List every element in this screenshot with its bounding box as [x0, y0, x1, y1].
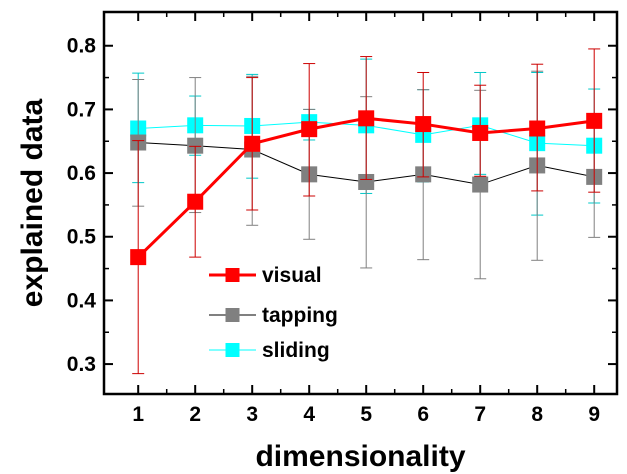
y-tick-label: 0.8	[67, 35, 97, 58]
legend-marker-sliding	[225, 343, 240, 357]
x-tick-label: 5	[360, 403, 372, 426]
x-tick-label: 4	[303, 403, 315, 426]
y-tick-label: 0.7	[67, 98, 96, 121]
x-tick-label: 8	[531, 403, 543, 426]
x-axis-title: dimensionality	[255, 440, 465, 473]
data-point-visual	[586, 112, 603, 129]
data-point-visual	[187, 193, 204, 210]
data-point-visual	[130, 249, 147, 266]
data-point-visual	[472, 124, 489, 141]
data-point-visual	[415, 116, 432, 133]
data-point-tapping	[187, 137, 204, 154]
legend: visual tapping sliding	[209, 264, 338, 362]
data-point-tapping	[472, 176, 489, 193]
data-point-visual	[358, 110, 375, 127]
x-tick-label: 1	[132, 403, 144, 426]
series-visual	[130, 48, 603, 375]
plot-marks	[130, 48, 603, 375]
legend-marker-tapping	[225, 308, 240, 322]
legend-label-visual: visual	[262, 264, 322, 287]
y-tick-label: 0.6	[67, 162, 96, 185]
axis-ticks: 1 2 3 4 5 6 7 8 9 0.3 0.4 0.5 0.6 0.7 0.8	[67, 12, 617, 426]
data-point-visual	[244, 135, 261, 152]
legend-label-sliding: sliding	[262, 339, 330, 362]
x-tick-label: 2	[189, 403, 201, 426]
x-tick-label: 6	[417, 403, 429, 426]
legend-label-tapping: tapping	[262, 304, 338, 327]
x-tick-label: 7	[474, 403, 486, 426]
data-point-visual	[529, 120, 546, 137]
y-tick-label: 0.4	[67, 289, 97, 312]
legend-marker-visual	[225, 268, 240, 282]
x-tick-label: 3	[246, 403, 258, 426]
y-axis-title: explained data	[16, 98, 49, 307]
x-tick-label: 9	[588, 403, 600, 426]
plot-frame	[102, 10, 619, 396]
data-point-tapping	[358, 173, 375, 190]
data-point-visual	[301, 121, 318, 138]
y-tick-label: 0.3	[67, 353, 96, 376]
y-tick-label: 0.5	[67, 226, 97, 249]
